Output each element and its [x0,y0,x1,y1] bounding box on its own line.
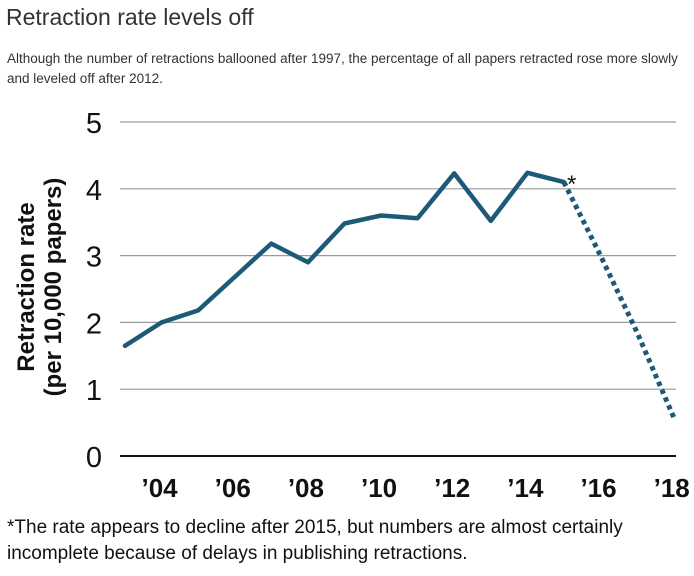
y-axis-title: Retraction rate (per 10,000 papers) [13,178,67,397]
series-lines [122,170,676,419]
x-tick-label: ’18 [654,473,690,503]
x-tick-label: ’04 [142,473,179,503]
footnote: *The rate appears to decline after 2015,… [7,517,623,564]
y-tick-label: 4 [86,175,102,207]
x-tick-label: ’06 [215,473,251,503]
y-axis-title-line1: Retraction rate [13,202,40,371]
y-tick-labels: 0 1 2 3 4 5 [86,108,102,474]
asterisk-annotation: * [567,171,576,198]
y-tick-label: 2 [86,308,102,340]
chart-title: Retraction rate levels off [6,4,254,30]
y-axis-title-line2: (per 10,000 papers) [40,178,67,397]
x-tick-labels: ’04 ’06 ’08 ’10 ’12 ’14 ’16 ’18 [142,473,690,503]
x-tick-label: ’12 [434,473,470,503]
series-line-retraction-rate [122,170,567,349]
x-tick-label: ’08 [288,473,324,503]
y-tick-label: 3 [86,242,102,274]
x-tick-label: ’16 [580,473,616,503]
x-tick-label: ’14 [507,473,544,503]
series-line-incomplete [561,180,676,419]
grid-lines [120,121,676,457]
y-tick-label: 1 [86,375,102,407]
y-tick-label: 5 [86,108,102,140]
x-tick-label: ’10 [361,473,397,503]
y-tick-label: 0 [86,442,102,474]
chart-subtitle: Although the number of retractions ballo… [7,51,678,86]
